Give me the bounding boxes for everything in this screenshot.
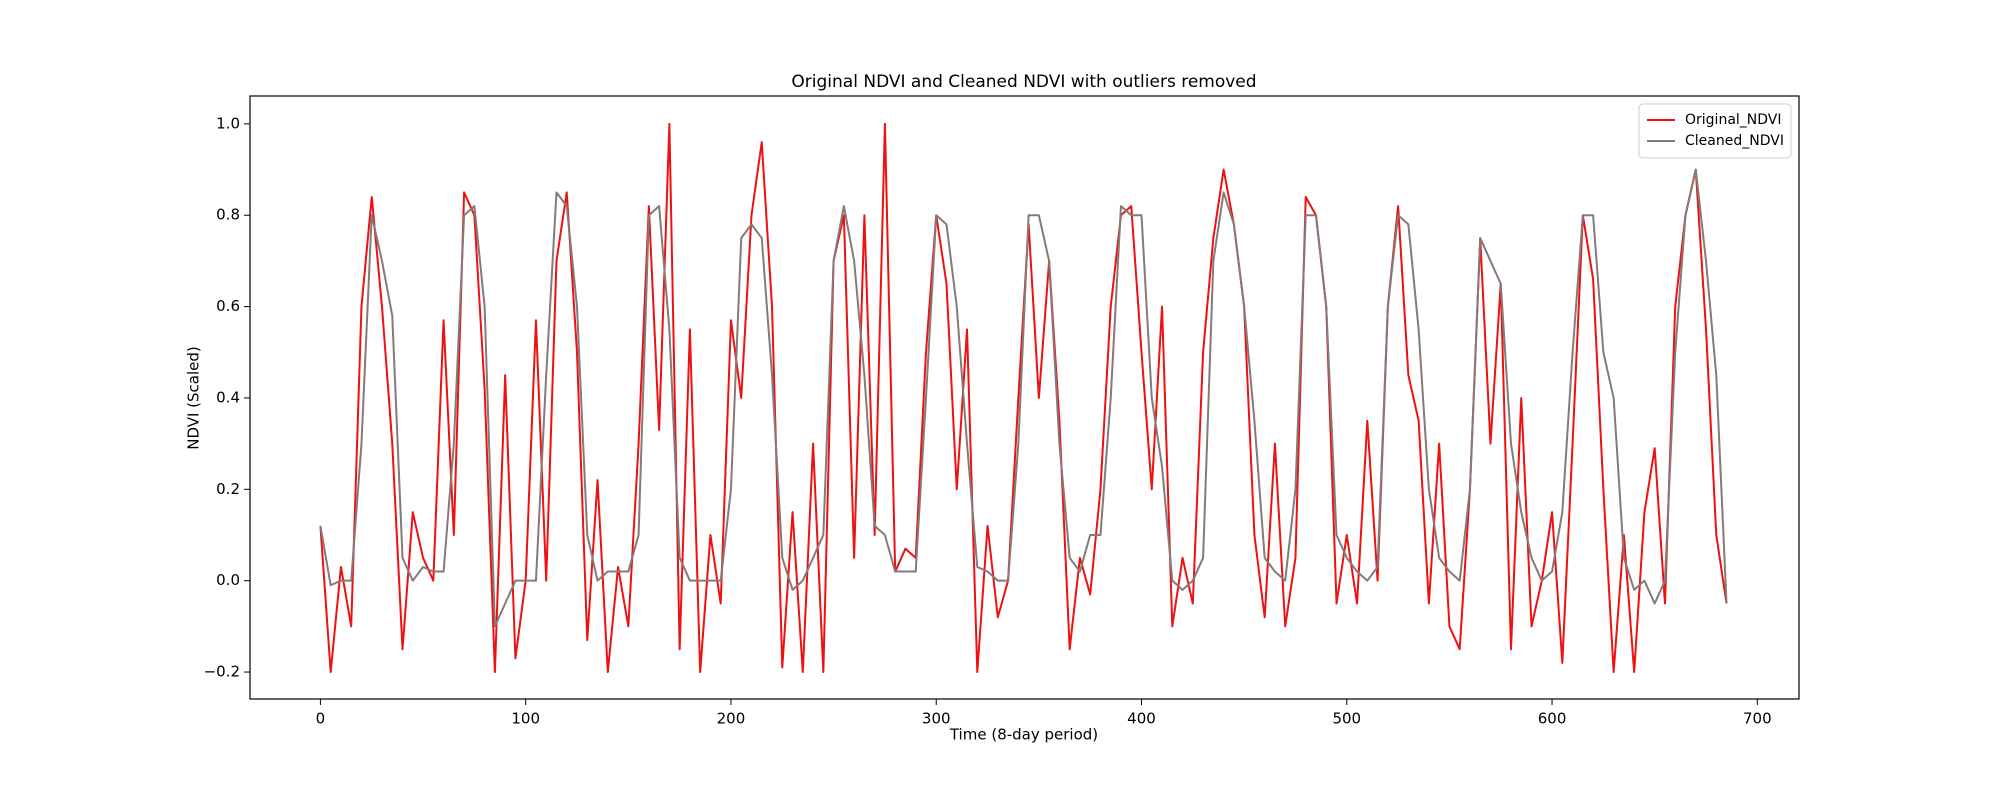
y-tick-label: 0.6: [216, 297, 240, 315]
plot-frame: [249, 95, 1800, 700]
x-tick-label: 700: [1743, 710, 1772, 728]
chart-title: Original NDVI and Cleaned NDVI with outl…: [791, 72, 1256, 92]
series-line: [319, 168, 1728, 628]
x-tick-label: 0: [316, 710, 326, 728]
legend-label: Cleaned_NDVI: [1685, 133, 1784, 149]
y-tick-label: 1.0: [216, 114, 240, 132]
legend-box: [1638, 103, 1792, 159]
y-tick-label: 0.2: [216, 480, 240, 498]
y-tick-label: −0.2: [204, 663, 240, 681]
x-tick-label: 500: [1332, 710, 1361, 728]
x-tick-label: 100: [511, 710, 540, 728]
legend-label: Original_NDVI: [1685, 112, 1782, 128]
x-tick-label: 400: [1127, 710, 1156, 728]
y-tick-label: 0.8: [216, 206, 240, 224]
x-tick-label: 600: [1538, 710, 1567, 728]
x-axis-label: Time (8-day period): [949, 726, 1098, 744]
series-line: [319, 122, 1728, 674]
y-axis-label: NDVI (Scaled): [185, 346, 203, 450]
x-tick-label: 200: [717, 710, 746, 728]
y-tick-label: 0.0: [216, 571, 240, 589]
y-tick-label: 0.4: [216, 388, 240, 406]
x-tick-label: 300: [922, 710, 951, 728]
